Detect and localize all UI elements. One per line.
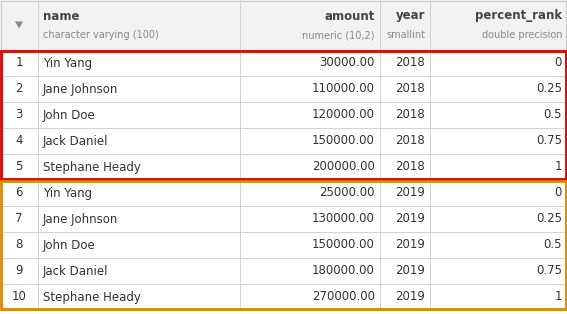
Text: 120000.00: 120000.00 — [312, 109, 375, 122]
Text: 2019: 2019 — [395, 213, 425, 225]
Text: 200000.00: 200000.00 — [312, 160, 375, 174]
Text: 1: 1 — [15, 57, 23, 69]
Text: 2018: 2018 — [395, 109, 425, 122]
Bar — [0, 232, 567, 258]
Text: 2018: 2018 — [395, 57, 425, 69]
Bar — [1, 181, 566, 309]
Bar — [0, 102, 567, 128]
Text: 2: 2 — [15, 83, 23, 95]
Text: percent_rank: percent_rank — [475, 9, 562, 23]
Text: smallint: smallint — [386, 30, 425, 40]
Bar — [0, 76, 567, 102]
Text: 0.25: 0.25 — [536, 83, 562, 95]
Text: 30000.00: 30000.00 — [320, 57, 375, 69]
Bar — [0, 128, 567, 154]
Text: name: name — [43, 9, 79, 23]
Bar — [0, 50, 567, 76]
Text: 0.5: 0.5 — [544, 109, 562, 122]
Text: 6: 6 — [15, 187, 23, 199]
Bar — [0, 206, 567, 232]
Text: Jack Daniel: Jack Daniel — [43, 134, 108, 148]
Text: 5: 5 — [15, 160, 23, 174]
Text: 10: 10 — [11, 290, 27, 304]
Text: 2019: 2019 — [395, 264, 425, 278]
Text: 0: 0 — [555, 57, 562, 69]
Polygon shape — [15, 21, 23, 29]
Text: 9: 9 — [15, 264, 23, 278]
Text: Jane Johnson: Jane Johnson — [43, 83, 119, 95]
Text: 2018: 2018 — [395, 83, 425, 95]
Text: 25000.00: 25000.00 — [319, 187, 375, 199]
Text: 0.75: 0.75 — [536, 264, 562, 278]
Text: 1: 1 — [555, 160, 562, 174]
Text: 0.25: 0.25 — [536, 213, 562, 225]
Text: Jack Daniel: Jack Daniel — [43, 264, 108, 278]
Bar — [0, 0, 567, 50]
Text: numeric (10,2): numeric (10,2) — [303, 30, 375, 40]
Bar — [1, 51, 566, 179]
Text: character varying (100): character varying (100) — [43, 30, 159, 40]
Text: 2019: 2019 — [395, 239, 425, 252]
Text: 180000.00: 180000.00 — [312, 264, 375, 278]
Text: 0.5: 0.5 — [544, 239, 562, 252]
Text: 8: 8 — [15, 239, 23, 252]
Text: Stephane Heady: Stephane Heady — [43, 160, 141, 174]
Text: Jane Johnson: Jane Johnson — [43, 213, 119, 225]
Text: 150000.00: 150000.00 — [312, 134, 375, 148]
Text: 2019: 2019 — [395, 187, 425, 199]
Text: Stephane Heady: Stephane Heady — [43, 290, 141, 304]
Text: 150000.00: 150000.00 — [312, 239, 375, 252]
Text: 4: 4 — [15, 134, 23, 148]
Bar — [0, 284, 567, 310]
Text: 0: 0 — [555, 187, 562, 199]
Text: year: year — [396, 9, 425, 23]
Text: 1: 1 — [555, 290, 562, 304]
Text: 7: 7 — [15, 213, 23, 225]
Text: John Doe: John Doe — [43, 109, 96, 122]
Text: 130000.00: 130000.00 — [312, 213, 375, 225]
Text: 110000.00: 110000.00 — [312, 83, 375, 95]
Text: double precision: double precision — [481, 30, 562, 40]
Text: 2018: 2018 — [395, 134, 425, 148]
Text: 2019: 2019 — [395, 290, 425, 304]
Bar — [0, 180, 567, 206]
Text: 270000.00: 270000.00 — [312, 290, 375, 304]
Text: Yin Yang: Yin Yang — [43, 187, 92, 199]
Text: amount: amount — [325, 9, 375, 23]
Text: Yin Yang: Yin Yang — [43, 57, 92, 69]
Text: John Doe: John Doe — [43, 239, 96, 252]
Text: 2018: 2018 — [395, 160, 425, 174]
Text: 3: 3 — [15, 109, 23, 122]
Text: 0.75: 0.75 — [536, 134, 562, 148]
Bar — [0, 154, 567, 180]
Bar — [0, 258, 567, 284]
